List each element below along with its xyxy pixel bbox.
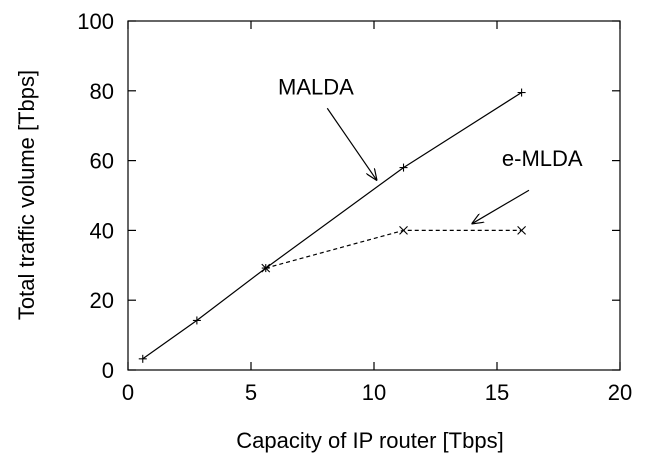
y-tick-label: 60 [90, 149, 114, 174]
y-tick-label: 80 [90, 79, 114, 104]
data-point-malda [138, 354, 147, 363]
x-tick-label: 0 [122, 380, 134, 405]
series-group [138, 88, 526, 363]
x-tick-label: 10 [362, 380, 386, 405]
annotation-arrow-e-mlda [472, 189, 530, 223]
data-point-malda [399, 163, 408, 172]
data-point-e-mlda [399, 226, 408, 235]
tick-group: 0 5 10 15 20 0 20 40 60 80 100 [77, 9, 632, 405]
series-line-malda [142, 91, 522, 360]
y-tick-label: 20 [90, 288, 114, 313]
annotation-label-e-mlda: e-MLDA [502, 146, 583, 171]
data-point-e-mlda [517, 226, 526, 235]
y-tick-label: 40 [90, 218, 114, 243]
plot-frame [127, 20, 621, 371]
annotation-label-malda: MALDA [278, 74, 354, 99]
data-point-malda [517, 88, 526, 97]
data-point-malda [192, 316, 201, 325]
y-tick-label: 0 [102, 358, 114, 383]
annotation-group: MALDA e-MLDA [278, 74, 583, 223]
annotation-arrow-malda [326, 107, 376, 180]
x-axis-label: Capacity of IP router [Tbps] [236, 428, 503, 453]
series-line-e-mlda [265, 229, 522, 269]
data-point-e-mlda [261, 263, 271, 273]
y-axis-label: Total traffic volume [Tbps] [14, 70, 39, 320]
x-tick-label: 20 [608, 380, 632, 405]
y-tick-label: 100 [77, 9, 114, 34]
x-tick-label: 5 [245, 380, 257, 405]
x-tick-label: 15 [485, 380, 509, 405]
